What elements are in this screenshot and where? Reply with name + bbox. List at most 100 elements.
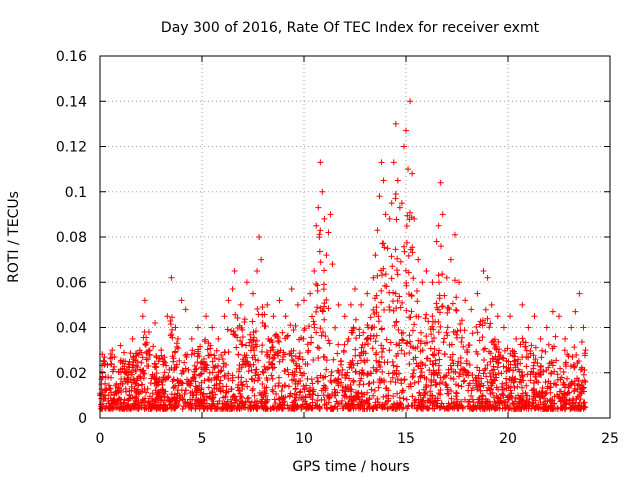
fill-point (185, 402, 192, 409)
fill-point (550, 400, 557, 407)
fill-point (496, 405, 503, 412)
fill-point (443, 329, 450, 336)
fill-point (144, 356, 151, 363)
fill-point (474, 329, 481, 336)
data-point (307, 290, 314, 297)
fill-point (298, 334, 305, 341)
fill-point (222, 393, 229, 400)
fill-point (460, 343, 467, 350)
fill-point (218, 367, 225, 374)
fill-point (200, 360, 207, 367)
fill-point (392, 290, 399, 297)
fill-point (406, 209, 413, 216)
fill-point (200, 390, 207, 397)
fill-point (479, 404, 486, 411)
x-tick-labels: 0 5 10 15 20 25 (96, 431, 619, 447)
fill-point (511, 384, 518, 391)
fill-point (487, 390, 494, 397)
fill-point (394, 255, 401, 262)
fill-point (403, 222, 410, 229)
fill-point (224, 400, 231, 407)
grid-lines (100, 56, 610, 418)
data-point (129, 335, 136, 342)
fill-point (457, 321, 464, 328)
fill-point (250, 337, 257, 344)
fill-point (217, 377, 224, 384)
fill-point (193, 365, 200, 372)
data-point (313, 222, 320, 229)
fill-point (395, 326, 402, 333)
fill-point (404, 405, 411, 412)
fill-point (272, 400, 279, 407)
fill-point (344, 369, 351, 376)
fill-point (252, 372, 259, 379)
fill-point (307, 402, 314, 409)
fill-point (315, 354, 322, 361)
fill-point (111, 353, 118, 360)
fill-point (498, 370, 505, 377)
fill-point (138, 399, 145, 406)
data-point (525, 324, 532, 331)
fill-point (525, 354, 532, 361)
fill-point (275, 335, 282, 342)
fill-point (271, 351, 278, 358)
fill-point (454, 328, 461, 335)
fill-point (176, 357, 183, 364)
fill-point (545, 341, 552, 348)
fill-point (539, 388, 546, 395)
fill-point (465, 403, 472, 410)
data-point (543, 324, 550, 331)
fill-point (178, 387, 185, 394)
data-point (182, 306, 189, 313)
fill-point (397, 258, 404, 265)
fill-point (435, 390, 442, 397)
fill-point (429, 318, 436, 325)
data-point (311, 267, 318, 274)
fill-point (482, 395, 489, 402)
fill-point (400, 243, 407, 250)
fill-point (450, 403, 457, 410)
fill-point (204, 346, 211, 353)
fill-point (470, 377, 477, 384)
fill-point (410, 373, 417, 380)
data-point (374, 227, 381, 234)
data-point (433, 238, 440, 245)
fill-point (342, 388, 349, 395)
fill-point (459, 404, 466, 411)
fill-point (473, 323, 480, 330)
y-tick-label: 0.08 (56, 230, 87, 246)
data-point (254, 267, 261, 274)
fill-point (352, 316, 359, 323)
fill-point (252, 356, 259, 363)
fill-point (342, 383, 349, 390)
fill-point (560, 368, 567, 375)
fill-point (436, 309, 443, 316)
fill-point (392, 246, 399, 253)
fill-point (436, 380, 443, 387)
fill-point (511, 357, 518, 364)
fill-point (399, 405, 406, 412)
fill-point (136, 347, 143, 354)
data-point (164, 313, 171, 320)
fill-point (134, 404, 141, 411)
fill-point (135, 390, 142, 397)
fill-point (411, 397, 418, 404)
fill-point (403, 396, 410, 403)
fill-point (522, 389, 529, 396)
fill-point (350, 377, 357, 384)
fill-point (393, 341, 400, 348)
fill-point (198, 402, 205, 409)
fill-point (565, 353, 572, 360)
fill-point (155, 402, 162, 409)
fill-point (423, 311, 430, 318)
fill-point (517, 360, 524, 367)
fill-point (223, 361, 230, 368)
fill-point (464, 369, 471, 376)
fill-point (146, 347, 153, 354)
fill-point (303, 400, 310, 407)
data-point (507, 313, 514, 320)
fill-point (110, 366, 117, 373)
fill-point (348, 365, 355, 372)
fill-point (469, 384, 476, 391)
